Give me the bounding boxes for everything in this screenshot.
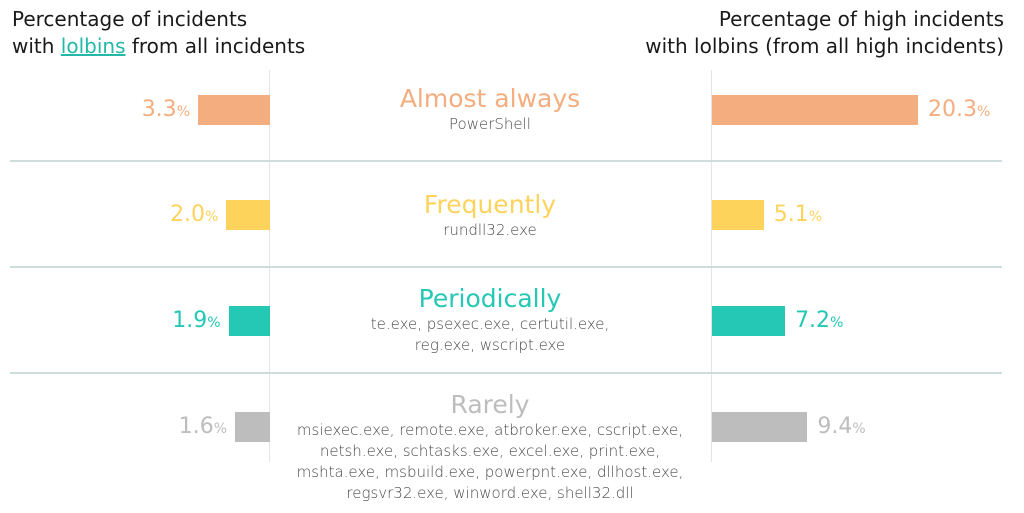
- tool-list-line: msiexec.exe, remote.exe, atbroker.exe, c…: [296, 421, 684, 439]
- right-value-label: 5.1%: [773, 202, 823, 227]
- right-chart-title: Percentage of high incidents with lolbin…: [645, 6, 1004, 60]
- tool-list-line: netsh.exe, schtasks.exe, excel.exe, prin…: [319, 442, 661, 460]
- category-almost-always: Almost always PowerShell: [280, 84, 700, 135]
- left-value-label: 1.6%: [178, 414, 228, 439]
- left-title-line1: Percentage of incidents: [12, 7, 248, 31]
- category-label: Frequently: [423, 190, 557, 219]
- left-value-label: 2.0%: [170, 202, 219, 227]
- category-label: Periodically: [418, 284, 562, 313]
- right-value-label: 9.4%: [817, 414, 866, 439]
- left-chart-title: Percentage of incidents with lolbins fro…: [12, 6, 305, 60]
- category-label: Rarely: [450, 390, 530, 419]
- left-title-suffix: from all incidents: [125, 34, 306, 58]
- left-value-label: 1.9%: [172, 308, 221, 333]
- left-title-prefix: with: [12, 34, 61, 58]
- row-separator: [10, 266, 1002, 268]
- tool-list-line: PowerShell: [449, 115, 531, 133]
- right-bar-frequently: [712, 200, 764, 230]
- left-bar-periodically: [228, 306, 270, 336]
- right-bar-almost-always: [712, 95, 918, 125]
- category-periodically: Periodically te.exe, psexec.exe, certutil…: [280, 284, 700, 356]
- category-label: Almost always: [399, 84, 581, 113]
- right-value-label: 20.3%: [928, 97, 991, 122]
- left-bar-rarely: [235, 412, 270, 442]
- tool-list-line: rundll32.exe: [443, 221, 537, 239]
- tool-list-line: te.exe, psexec.exe, certutil.exe,: [370, 315, 610, 333]
- left-value-label: 3.3%: [141, 97, 190, 122]
- left-bar-frequently: [226, 200, 270, 230]
- left-bar-almost-always: [198, 95, 270, 125]
- row-separator: [10, 372, 1002, 374]
- category-frequently: Frequently rundll32.exe: [280, 190, 700, 241]
- tool-list-line: regsvr32.exe, winword.exe, shell32.dll: [346, 484, 634, 502]
- right-value-label: 7.2%: [795, 308, 844, 333]
- tool-list-line: mshta.exe, msbuild.exe, powerpnt.exe, dl…: [296, 463, 684, 481]
- right-title-line1: Percentage of high incidents: [718, 7, 1004, 31]
- left-title-line2: with lolbins from all incidents: [12, 33, 305, 60]
- row-separator: [10, 160, 1002, 162]
- right-title-line2: with lolbins (from all high incidents): [645, 34, 1004, 58]
- category-rarely: Rarely msiexec.exe, remote.exe, atbroker.…: [280, 390, 700, 504]
- right-bar-periodically: [712, 306, 786, 336]
- tool-list-line: reg.exe, wscript.exe: [414, 336, 566, 354]
- right-bar-rarely: [712, 412, 808, 442]
- lolbins-link[interactable]: lolbins: [60, 34, 126, 58]
